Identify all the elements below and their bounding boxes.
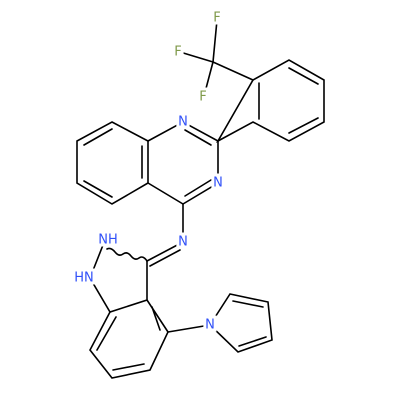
atom-label: N bbox=[178, 115, 188, 130]
atom-label: N bbox=[205, 318, 215, 333]
atom-label: N bbox=[213, 176, 223, 191]
double-bond bbox=[232, 300, 267, 347]
atom-label: N bbox=[178, 235, 188, 250]
atom-labels: F F F N N N NH HN N bbox=[71, 8, 226, 336]
ring bbox=[208, 293, 273, 353]
double-bond bbox=[184, 129, 212, 197]
bond bbox=[167, 324, 211, 333]
ring bbox=[215, 59, 325, 144]
ring bbox=[89, 299, 169, 379]
double-bond bbox=[146, 241, 184, 267]
double-bond bbox=[258, 67, 319, 134]
atom-label: NH bbox=[98, 233, 118, 248]
atom-label: F bbox=[213, 11, 220, 26]
bonds bbox=[76, 19, 325, 379]
wavy-bond bbox=[106, 247, 148, 262]
atom-label: F bbox=[199, 90, 206, 105]
ring bbox=[76, 121, 149, 205]
ring bbox=[147, 121, 219, 205]
double-bond bbox=[83, 128, 143, 198]
atom-label: HN bbox=[74, 271, 94, 286]
double-bond bbox=[96, 306, 161, 371]
ring bbox=[89, 239, 148, 313]
atom-label: F bbox=[174, 45, 181, 60]
cf3-bonds bbox=[179, 19, 254, 97]
